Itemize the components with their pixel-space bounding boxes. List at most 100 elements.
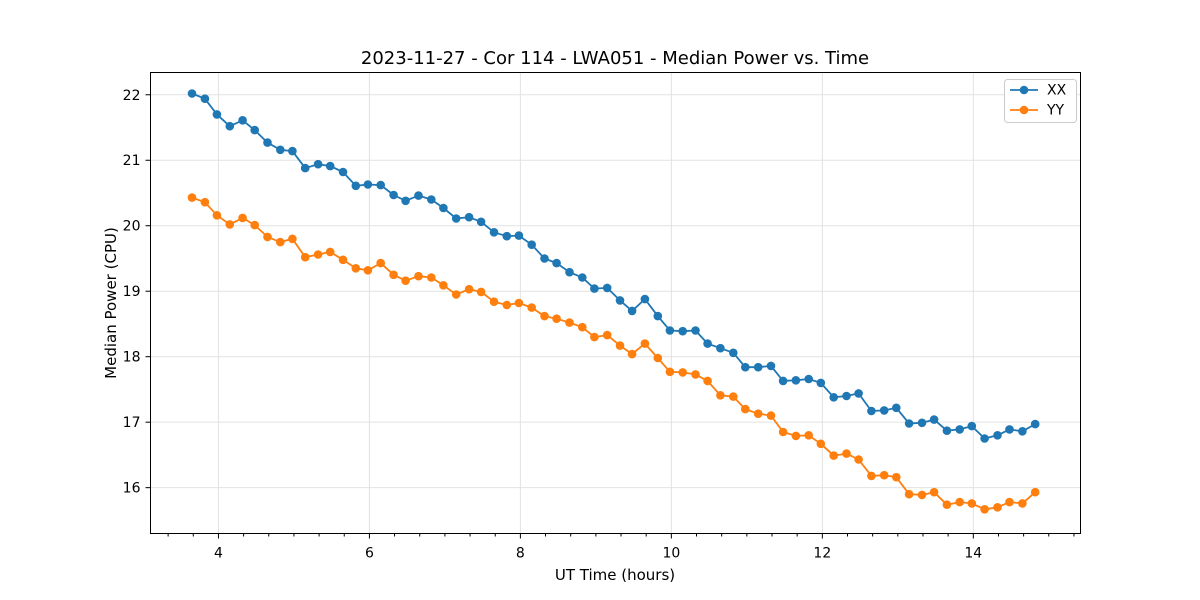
data-point (476, 287, 486, 297)
data-point (703, 376, 712, 386)
data-point (502, 231, 512, 241)
data-point (351, 181, 361, 191)
data-point (514, 298, 524, 308)
data-point (967, 421, 977, 431)
chart-title: 2023-11-27 - Cor 114 - LWA051 - Median P… (361, 48, 869, 69)
data-point (627, 349, 637, 359)
data-point (842, 449, 851, 458)
data-point (263, 232, 272, 242)
legend-entry-xx: XX (1010, 83, 1067, 99)
data-point (502, 300, 512, 310)
data-point (338, 167, 348, 177)
data-point (602, 330, 612, 340)
data-point (665, 367, 675, 377)
data-point (640, 294, 650, 304)
legend-marker-xx (1019, 85, 1029, 95)
data-point (1005, 425, 1014, 434)
data-point (527, 240, 536, 249)
data-point (313, 250, 323, 259)
data-point (867, 471, 876, 481)
data-point (300, 163, 310, 173)
data-point (225, 121, 235, 131)
data-point (753, 409, 763, 419)
data-point (427, 195, 436, 204)
data-point (389, 190, 398, 200)
data-point (578, 273, 587, 282)
data-point (766, 361, 776, 371)
data-point (854, 455, 863, 464)
data-point (691, 370, 700, 379)
data-point (993, 503, 1002, 512)
data-point (942, 500, 952, 510)
data-point (753, 362, 763, 372)
legend-label-yy: YY (1046, 103, 1065, 119)
series-line (191, 92, 1036, 440)
y-tick-label: 17 (123, 415, 141, 431)
data-point (276, 145, 285, 155)
data-point (741, 404, 750, 414)
y-tick-label: 18 (123, 350, 141, 366)
data-point (716, 343, 725, 353)
data-point (766, 411, 776, 420)
data-point (325, 247, 335, 257)
gridlines (150, 72, 1081, 534)
data-point (729, 392, 738, 401)
data-point (565, 267, 574, 277)
data-point (276, 237, 285, 247)
data-point (489, 297, 499, 307)
data-point (187, 89, 197, 98)
data-point (602, 283, 612, 293)
data-point (653, 311, 663, 321)
data-point (703, 339, 712, 348)
data-point (627, 306, 637, 316)
data-point (615, 341, 625, 350)
x-tick-label: 6 (365, 546, 374, 562)
x-tick-label: 4 (214, 546, 223, 562)
data-point (376, 180, 386, 190)
data-point (300, 252, 310, 262)
data-point (540, 254, 549, 263)
y-tick-label: 16 (123, 481, 141, 497)
series-xx (187, 89, 1040, 443)
y-tick-label: 21 (123, 153, 141, 169)
data-point (678, 368, 687, 377)
data-point (854, 389, 863, 398)
series-yy (187, 193, 1040, 514)
legend-entry-yy: YY (1010, 103, 1065, 119)
data-point (389, 270, 398, 280)
data-point (967, 499, 977, 508)
data-point (665, 326, 675, 335)
data-point (741, 362, 750, 372)
data-point (804, 374, 813, 384)
data-point (929, 415, 939, 424)
ticks: 4 6 8 10 12 14 16 17 18 19 20 21 22 (123, 88, 1075, 562)
data-point (993, 431, 1002, 440)
data-point (338, 255, 348, 265)
data-point (829, 393, 838, 402)
data-point (451, 214, 461, 223)
data-point (653, 353, 663, 363)
data-point (401, 196, 410, 206)
data-point (640, 339, 650, 348)
data-point (1018, 427, 1027, 436)
data-point (729, 348, 738, 358)
legend: XX YY (1004, 79, 1077, 123)
data-point (942, 426, 952, 436)
data-point (288, 146, 297, 156)
data-point (778, 376, 788, 386)
series-line (191, 196, 1036, 511)
data-point (879, 406, 889, 415)
data-point (791, 376, 801, 385)
data-point (1018, 499, 1027, 508)
data-point (351, 264, 361, 273)
data-point (578, 322, 587, 332)
data-point (904, 419, 914, 428)
data-point (678, 326, 687, 336)
data-point (552, 258, 561, 268)
data-point (917, 418, 927, 428)
data-point (250, 220, 259, 230)
data-point (527, 303, 536, 312)
data-point (615, 296, 625, 305)
